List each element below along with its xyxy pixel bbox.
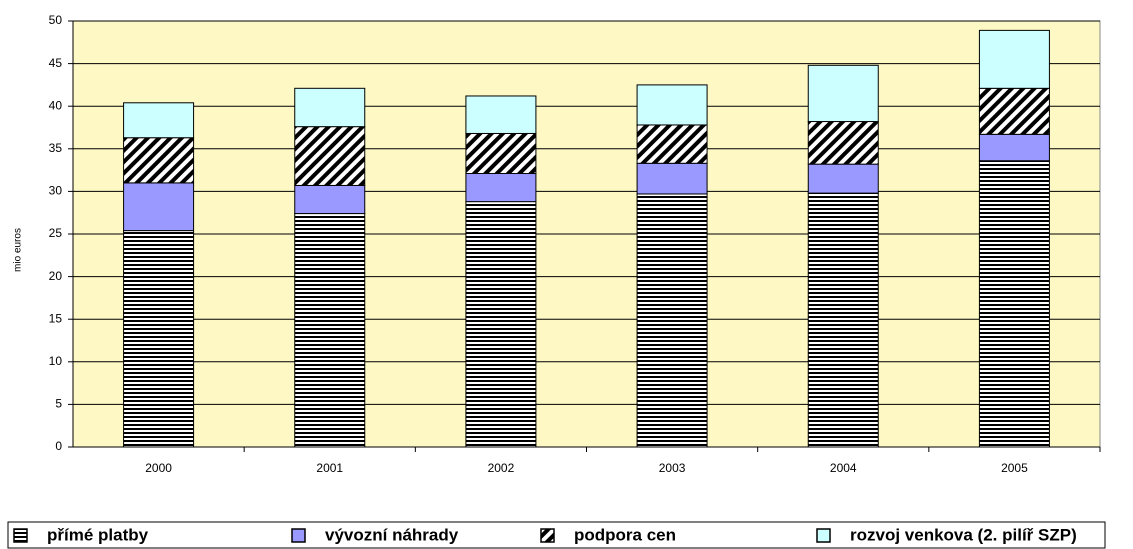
bar-segment [807, 163, 879, 194]
bar-segment [465, 132, 537, 175]
y-tick-label: 30 [49, 184, 63, 198]
bar-segment [978, 29, 1050, 89]
x-tick-label: 2000 [145, 461, 172, 475]
x-tick-label: 2001 [316, 461, 343, 475]
bar-segment [978, 133, 1050, 162]
bar-segment [294, 213, 366, 448]
y-tick-label: 40 [49, 98, 63, 112]
bar-segment [978, 160, 1050, 448]
legend-label: podpora cen [574, 525, 676, 544]
bar-segment [123, 182, 195, 232]
bar-segment [465, 95, 537, 134]
x-tick-label: 2005 [1001, 461, 1028, 475]
bar-segment [123, 137, 195, 184]
bar-segment [636, 124, 708, 164]
bar-segment [978, 87, 1050, 135]
x-tick-label: 2004 [830, 461, 857, 475]
y-tick-label: 50 [49, 13, 63, 27]
bar-segment [294, 184, 366, 215]
bar-segment [294, 87, 366, 128]
y-tick-label: 10 [49, 354, 63, 368]
x-tick-label: 2002 [488, 461, 515, 475]
legend-swatch [291, 528, 306, 543]
bar-segment [807, 192, 879, 448]
x-tick-label: 2003 [659, 461, 686, 475]
bar-segment [807, 121, 879, 165]
y-tick-label: 45 [49, 56, 63, 70]
bar-segment [636, 193, 708, 448]
legend-label: vývozní náhrady [325, 525, 459, 544]
legend-swatch [816, 528, 831, 543]
y-tick-label: 0 [55, 439, 62, 453]
y-tick-label: 25 [49, 226, 63, 240]
bar-segment [123, 230, 195, 448]
legend-swatch [540, 528, 555, 543]
legend-label: přímé platby [47, 525, 149, 544]
legend-label: rozvoj venkova (2. pilíř SZP) [850, 525, 1077, 544]
bar-segment [636, 162, 708, 195]
bar-segment [807, 64, 879, 123]
y-tick-label: 20 [49, 269, 63, 283]
legend-swatch [13, 528, 28, 543]
y-axis-label: mio euros [13, 228, 24, 272]
legend-box [7, 521, 1106, 549]
y-tick-label: 5 [55, 397, 62, 411]
bar-segment [465, 173, 537, 203]
bar-segment [294, 126, 366, 186]
y-tick-label: 35 [49, 141, 63, 155]
y-tick-label: 15 [49, 311, 63, 325]
bar-segment [636, 84, 708, 126]
bar-segment [465, 201, 537, 448]
bar-segment [123, 102, 195, 139]
